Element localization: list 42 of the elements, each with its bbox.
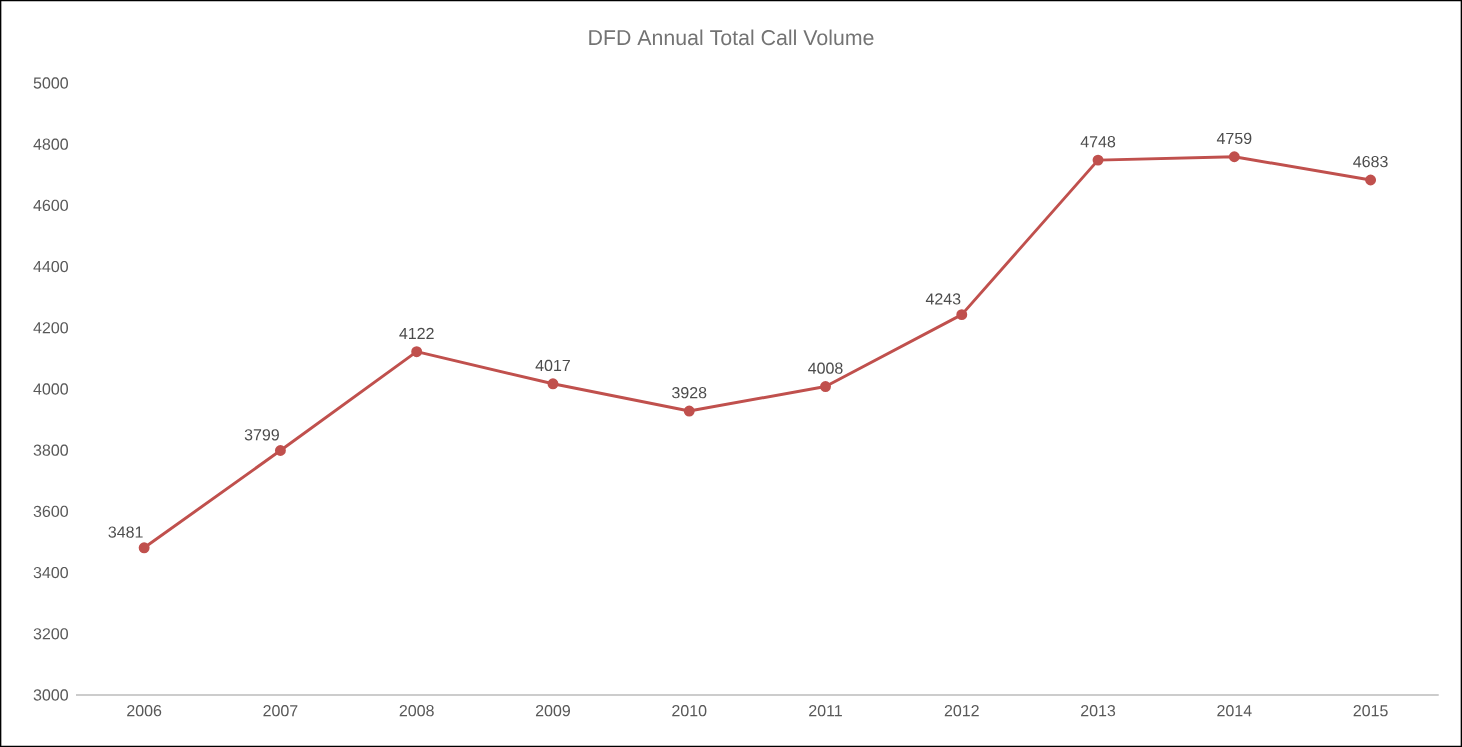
data-label: 4017 <box>535 359 570 372</box>
data-label: 4683 <box>1353 155 1388 168</box>
x-tick-label: 2009 <box>535 705 570 717</box>
data-label: 3799 <box>244 429 279 441</box>
data-label: 3928 <box>672 387 707 399</box>
x-tick-label: 2010 <box>672 705 707 717</box>
data-label: 4759 <box>1216 132 1252 145</box>
x-tick-label: 2006 <box>127 705 162 717</box>
data-label: 3481 <box>108 526 143 538</box>
point <box>138 542 150 554</box>
y-tick-label: 4600 <box>33 199 68 212</box>
data-label: 4243 <box>925 293 961 305</box>
y-tick-label: 3000 <box>33 689 68 701</box>
y-tick-label: 4200 <box>33 322 68 334</box>
x-tick-label: 2015 <box>1353 705 1388 717</box>
point <box>547 378 559 390</box>
point <box>1365 174 1377 186</box>
y-tick-label: 5000 <box>33 77 68 89</box>
y-tick-label: 4000 <box>33 383 68 395</box>
y-tick-label: 3600 <box>33 505 68 518</box>
data-label: 4748 <box>1080 136 1116 148</box>
data-label: 4008 <box>808 362 843 374</box>
y-tick-label: 4400 <box>33 260 68 273</box>
y-tick-label: 3200 <box>33 628 68 640</box>
y-tick-label: 3800 <box>33 444 68 456</box>
x-tick-label: 2014 <box>1217 705 1252 717</box>
point <box>411 346 423 358</box>
x-tick-label: 2013 <box>1081 705 1116 717</box>
y-tick-label: 4800 <box>33 138 68 150</box>
x-tick-label: 2012 <box>944 705 979 717</box>
chart-title: DFD Annual Total Call Volume <box>589 29 874 46</box>
x-tick-label: 2011 <box>809 705 842 717</box>
data-label: 4122 <box>399 327 434 339</box>
point <box>683 405 695 417</box>
point <box>1228 151 1240 163</box>
x-tick-label: 2007 <box>263 705 298 717</box>
point <box>820 381 831 393</box>
point <box>1092 154 1104 166</box>
x-tick-label: 2008 <box>399 705 434 717</box>
point <box>956 309 968 321</box>
y-tick-label: 3400 <box>33 566 68 579</box>
point <box>274 445 286 456</box>
